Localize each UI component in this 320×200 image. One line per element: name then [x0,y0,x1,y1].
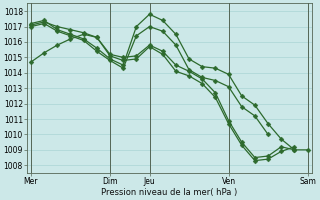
X-axis label: Pression niveau de la mer( hPa ): Pression niveau de la mer( hPa ) [101,188,237,197]
